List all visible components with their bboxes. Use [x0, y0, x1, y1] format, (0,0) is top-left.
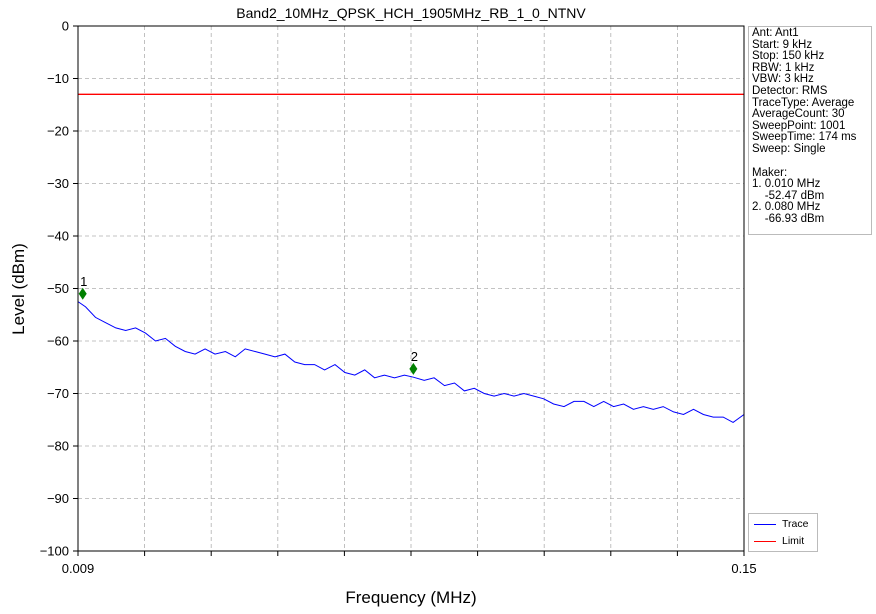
series-layer	[77, 93, 745, 423]
info-spacer	[752, 156, 868, 168]
legend-swatch-trace	[754, 524, 776, 525]
x-tick-label-start: 0.009	[62, 561, 95, 576]
y-tick-label: −100	[40, 544, 69, 559]
info-line: Detector: RMS	[752, 84, 828, 97]
legend-label-limit: Limit	[782, 535, 805, 547]
series-line-trace	[77, 301, 745, 423]
y-tick-label: 0	[62, 19, 69, 34]
y-tick-label: −70	[47, 386, 69, 401]
info-line: Ant: Ant1	[752, 27, 799, 39]
info-line: AverageCount: 30	[752, 108, 845, 121]
legend: Trace Limit	[748, 513, 818, 552]
measurement-info-box: Ant: Ant1 Start: 9 kHz Stop: 150 kHz RBW: 1…	[748, 26, 872, 235]
y-tick-label: −40	[47, 229, 69, 244]
marker-readout-line: Maker:	[752, 166, 788, 179]
marker-readout-line: -66.93 dBm	[752, 212, 825, 225]
plot-frame	[77, 25, 745, 552]
y-tick-label: −90	[47, 491, 69, 506]
marker-readout-line: -52.47 dBm	[752, 189, 825, 202]
marker-layer: 12	[78, 274, 418, 375]
marker-1-diamond	[78, 287, 87, 300]
legend-label-trace: Trace	[782, 518, 809, 530]
marker-1-label: 1	[80, 274, 87, 289]
marker-readout-line: 1. 0.010 MHz	[752, 178, 821, 191]
info-line: RBW: 1 kHz	[752, 61, 815, 74]
y-axis-label: Level (dBm)	[9, 243, 28, 335]
y-tick-label: −20	[47, 124, 69, 139]
marker-2-diamond	[409, 362, 418, 375]
info-line: VBW: 3 kHz	[752, 73, 814, 86]
info-line: TraceType: Average	[752, 96, 855, 109]
y-tick-label: −80	[47, 439, 69, 454]
y-tick-label: −60	[47, 334, 69, 349]
info-line: SweepTime: 174 ms	[752, 131, 857, 144]
x-axis-label: Frequency (MHz)	[345, 588, 476, 607]
x-tick-label-end: 0.15	[731, 561, 756, 576]
chart-title: Band2_10MHz_QPSK_HCH_1905MHz_RB_1_0_NTNV	[236, 5, 586, 21]
axis-ticks: 0 −10 −20 −30 −40 −50 −60 −70 −80 −90 −100 0.009 0.1…	[40, 19, 757, 577]
y-tick-label: −10	[47, 71, 69, 86]
marker-readout-line: 2. 0.080 MHz	[752, 201, 821, 214]
info-line: Sweep: Single	[752, 142, 826, 155]
marker-2-label: 2	[411, 349, 418, 364]
marker-readout-list: Maker: 1. 0.010 MHz -52.47 dBm 2. 0.080 MH…	[752, 166, 868, 226]
info-line: Stop: 150 kHz	[752, 50, 825, 63]
y-tick-label: −50	[47, 281, 69, 296]
legend-swatch-limit	[754, 541, 776, 542]
info-line: SweepPoint: 1001	[752, 119, 846, 132]
grid-lines	[78, 26, 744, 551]
settings-list: Ant: Ant1 Start: 9 kHz Stop: 150 kHz RBW: 1…	[752, 27, 868, 156]
y-tick-label: −30	[47, 176, 69, 191]
info-line: Start: 9 kHz	[752, 38, 813, 51]
